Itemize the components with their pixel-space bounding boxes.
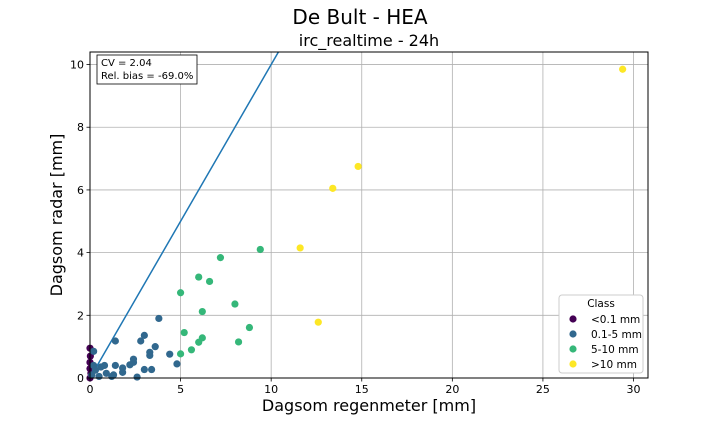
stats-cv: CV = 2.04	[101, 58, 152, 69]
x-tick-label: 5	[177, 383, 184, 396]
scatter-point	[95, 372, 103, 381]
legend-label: 5-10 mm	[591, 344, 639, 356]
scatter-point	[619, 65, 627, 73]
x-tick-label: 25	[536, 383, 550, 396]
y-tick-label: 2	[77, 309, 84, 322]
reference-line-group	[89, 51, 280, 379]
scatter-point	[180, 328, 188, 337]
scatter-point	[256, 245, 264, 254]
y-tick-label: 4	[77, 247, 84, 260]
scatter-point	[100, 361, 109, 370]
scatter-point	[129, 358, 138, 366]
legend: Class <0.1 mm 0.1-5 mm 5-10 mm >10 mm	[558, 294, 644, 374]
legend-marker	[569, 315, 577, 323]
legend-title: Class	[587, 298, 615, 310]
plot-area-frame	[89, 51, 649, 379]
scatter-point	[111, 361, 119, 370]
scatter-point	[205, 277, 214, 286]
scatter-point	[90, 347, 98, 355]
y-axis-label: Dagsom radar [mm]	[47, 134, 66, 297]
scatter-point	[234, 338, 243, 346]
legend-marker	[569, 360, 577, 368]
stats-rel-bias: Rel. bias = -69.0%	[101, 71, 193, 82]
scatter-point	[151, 343, 159, 351]
scatter-point	[176, 350, 185, 358]
scatter-point	[329, 184, 337, 192]
y-tick-label: 6	[77, 184, 84, 197]
scatter-point	[140, 331, 148, 339]
legend-label: <0.1 mm	[591, 314, 640, 326]
scatter-point	[187, 346, 196, 354]
x-tick-label: 0	[87, 383, 94, 396]
plot-area-background	[90, 52, 648, 378]
x-axis-label: Dagsom regenmeter [mm]	[262, 396, 476, 415]
legend-label: 0.1-5 mm	[591, 329, 642, 341]
scatter-point	[133, 373, 141, 381]
scatter-point	[216, 254, 225, 262]
scatter-point	[231, 300, 239, 308]
legend-frame	[558, 294, 644, 374]
stats-box: CV = 2.04 Rel. bias = -69.0%	[96, 54, 198, 85]
scatter-point	[102, 369, 110, 377]
scatter-point	[146, 351, 154, 360]
scatter-point	[137, 337, 145, 345]
axis-tick-group: 0 5 10 15 20 25 30 0 2 4 6 8 10	[70, 59, 641, 396]
scatter-point	[198, 334, 206, 342]
scatter-point	[109, 371, 118, 379]
scatter-point	[245, 323, 254, 332]
scatter-point	[198, 307, 206, 316]
reference-line-1-to-1	[89, 51, 280, 379]
data-points-group	[86, 65, 627, 382]
scatter-point	[354, 162, 362, 171]
x-tick-label: 30	[627, 383, 641, 396]
scatter-point	[314, 318, 322, 326]
y-tick-label: 0	[77, 372, 84, 385]
x-tick-label: 10	[264, 383, 278, 396]
chart-title: irc_realtime - 24h	[299, 31, 439, 51]
legend-label: >10 mm	[591, 359, 637, 371]
y-tick-label: 10	[70, 59, 84, 72]
scatter-point	[140, 365, 148, 374]
scatter-point	[155, 314, 163, 323]
scatter-point	[119, 368, 127, 376]
legend-marker	[569, 345, 577, 353]
scatter-point	[111, 337, 119, 345]
chart-suptitle: De Bult - HEA	[292, 5, 427, 29]
x-tick-label: 15	[355, 383, 369, 396]
scatter-point	[166, 350, 174, 358]
scatter-point	[176, 289, 185, 297]
scatter-point	[88, 371, 96, 379]
x-tick-label: 20	[445, 383, 459, 396]
scatter-point	[195, 273, 203, 281]
scatter-point	[147, 365, 156, 374]
scatter-point	[296, 244, 304, 252]
legend-marker	[569, 330, 577, 338]
scatter-point	[173, 360, 181, 368]
y-tick-label: 8	[77, 121, 84, 134]
stats-box-frame	[96, 54, 198, 85]
